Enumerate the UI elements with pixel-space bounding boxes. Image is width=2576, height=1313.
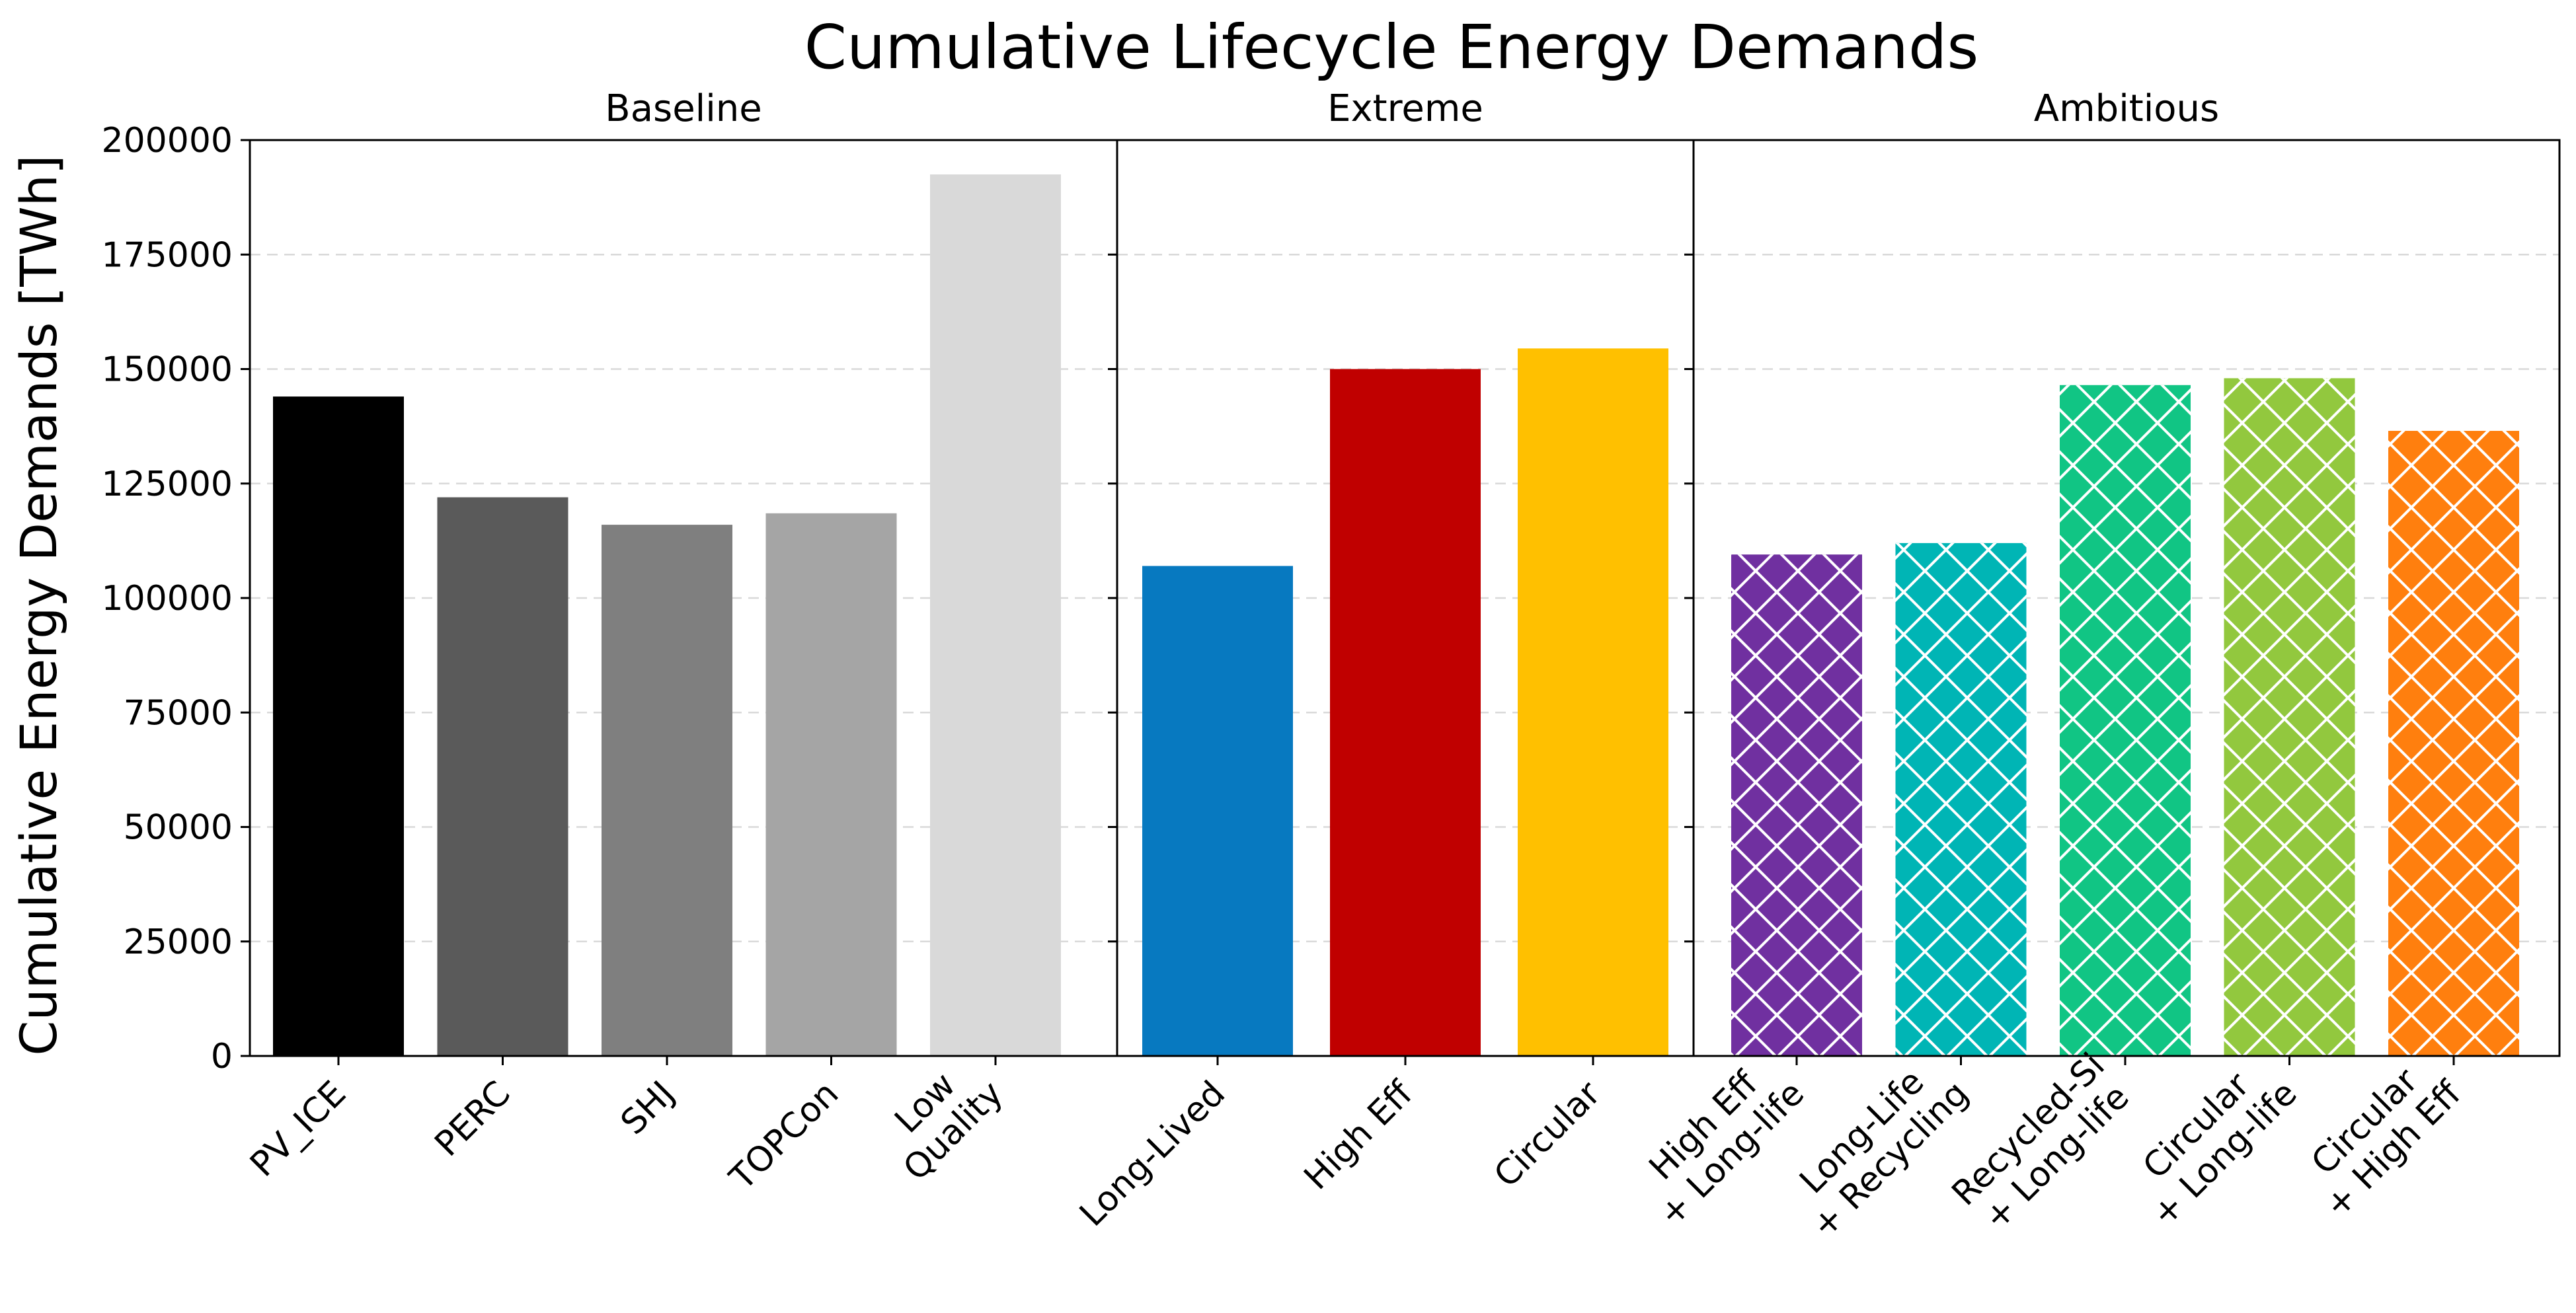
- x-tick-label-line: High Eff: [1297, 1073, 1421, 1197]
- x-tick-label: TOPCon: [722, 1074, 846, 1198]
- bar-hatch: [2388, 431, 2519, 1056]
- bar-hatch: [2060, 385, 2191, 1056]
- x-tick-label: Circular+ High Eff: [2289, 1045, 2470, 1226]
- y-axis-label: Cumulative Energy Demands [TWh]: [9, 155, 68, 1055]
- bar: [765, 513, 897, 1056]
- bar: [437, 497, 568, 1056]
- x-tick-label: Circular+ Long-life: [2116, 1045, 2305, 1234]
- bar: [1518, 348, 1668, 1057]
- bar: [602, 525, 732, 1056]
- x-tick-label-line: SHJ: [613, 1074, 682, 1143]
- bar: [1142, 566, 1293, 1056]
- x-tick-label: PV_ICE: [243, 1074, 354, 1185]
- x-tick-label: High Eff+ Long-life: [1623, 1045, 1813, 1234]
- x-tick-label: Circular: [1487, 1074, 1608, 1195]
- bar-hatch: [1731, 554, 1862, 1056]
- panel-title: Extreme: [1327, 87, 1483, 130]
- chart-title: Cumulative Lifecycle Energy Demands: [804, 12, 1979, 83]
- y-tick-label: 125000: [101, 465, 233, 504]
- x-tick-label: SHJ: [613, 1074, 682, 1143]
- bar-hatch: [2224, 378, 2355, 1056]
- y-tick-label: 100000: [101, 579, 233, 619]
- y-tick-label: 175000: [101, 235, 233, 275]
- x-tick-label-line: PV_ICE: [243, 1074, 354, 1185]
- y-tick-label: 150000: [101, 350, 233, 390]
- x-tick-label-line: TOPCon: [722, 1074, 846, 1198]
- y-tick-label: 25000: [124, 922, 233, 962]
- y-tick-label: 200000: [101, 121, 233, 161]
- x-tick-label: High Eff: [1297, 1073, 1421, 1197]
- x-tick-label: LowQuality: [868, 1045, 1011, 1188]
- x-tick-label-line: Circular: [1487, 1074, 1608, 1195]
- x-tick-label: Long-Life+ Recycling: [1776, 1045, 1976, 1246]
- panel-title: Ambitious: [2034, 87, 2219, 130]
- x-tick-label: PERC: [427, 1074, 518, 1164]
- y-tick-label: 50000: [124, 808, 233, 848]
- x-tick-label-line: PERC: [427, 1074, 518, 1164]
- x-tick-label: Long-Lived: [1072, 1074, 1233, 1234]
- y-tick-label: 75000: [124, 693, 233, 733]
- bar: [930, 174, 1061, 1057]
- y-tick-label: 0: [211, 1037, 233, 1076]
- bar: [1330, 369, 1481, 1056]
- x-tick-label: Recycled-Si+ Long-life: [1945, 1045, 2141, 1242]
- x-tick-label-line: Long-Lived: [1072, 1074, 1233, 1234]
- bar-hatch: [1895, 543, 2027, 1056]
- panel-title: Baseline: [605, 87, 761, 130]
- bars: [273, 174, 2519, 1057]
- y-axis: 0 25000 50000 75000 100000 125000 150000 175000…: [101, 121, 1694, 1076]
- x-axis: PV_ICE PERC SHJ TOPCon LowQuality Long-Lived H…: [243, 1045, 2469, 1246]
- bar: [273, 396, 404, 1056]
- panel-titles: Baseline Extreme Ambitious: [605, 87, 2219, 130]
